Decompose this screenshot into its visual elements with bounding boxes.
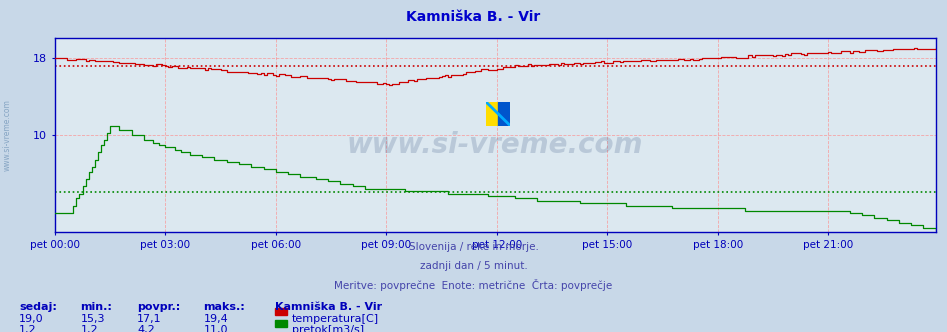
- Text: 4,2: 4,2: [137, 325, 155, 332]
- Text: Slovenija / reke in morje.: Slovenija / reke in morje.: [408, 242, 539, 252]
- Text: Meritve: povprečne  Enote: metrične  Črta: povprečje: Meritve: povprečne Enote: metrične Črta:…: [334, 279, 613, 291]
- Text: povpr.:: povpr.:: [137, 302, 181, 312]
- Text: Kamniška B. - Vir: Kamniška B. - Vir: [275, 302, 382, 312]
- Text: 1,2: 1,2: [19, 325, 37, 332]
- Text: 15,3: 15,3: [80, 314, 105, 324]
- Text: 11,0: 11,0: [204, 325, 228, 332]
- Text: zadnji dan / 5 minut.: zadnji dan / 5 minut.: [420, 261, 527, 271]
- Text: maks.:: maks.:: [204, 302, 245, 312]
- Text: 17,1: 17,1: [137, 314, 162, 324]
- Text: min.:: min.:: [80, 302, 113, 312]
- Bar: [487, 102, 498, 125]
- Text: 1,2: 1,2: [80, 325, 98, 332]
- Text: Kamniška B. - Vir: Kamniška B. - Vir: [406, 10, 541, 24]
- Text: temperatura[C]: temperatura[C]: [292, 314, 379, 324]
- Text: www.si-vreme.com: www.si-vreme.com: [3, 99, 12, 171]
- Text: pretok[m3/s]: pretok[m3/s]: [292, 325, 364, 332]
- Bar: [498, 102, 510, 125]
- Text: 19,4: 19,4: [204, 314, 228, 324]
- Text: sedaj:: sedaj:: [19, 302, 57, 312]
- Text: www.si-vreme.com: www.si-vreme.com: [347, 131, 644, 159]
- Text: 19,0: 19,0: [19, 314, 44, 324]
